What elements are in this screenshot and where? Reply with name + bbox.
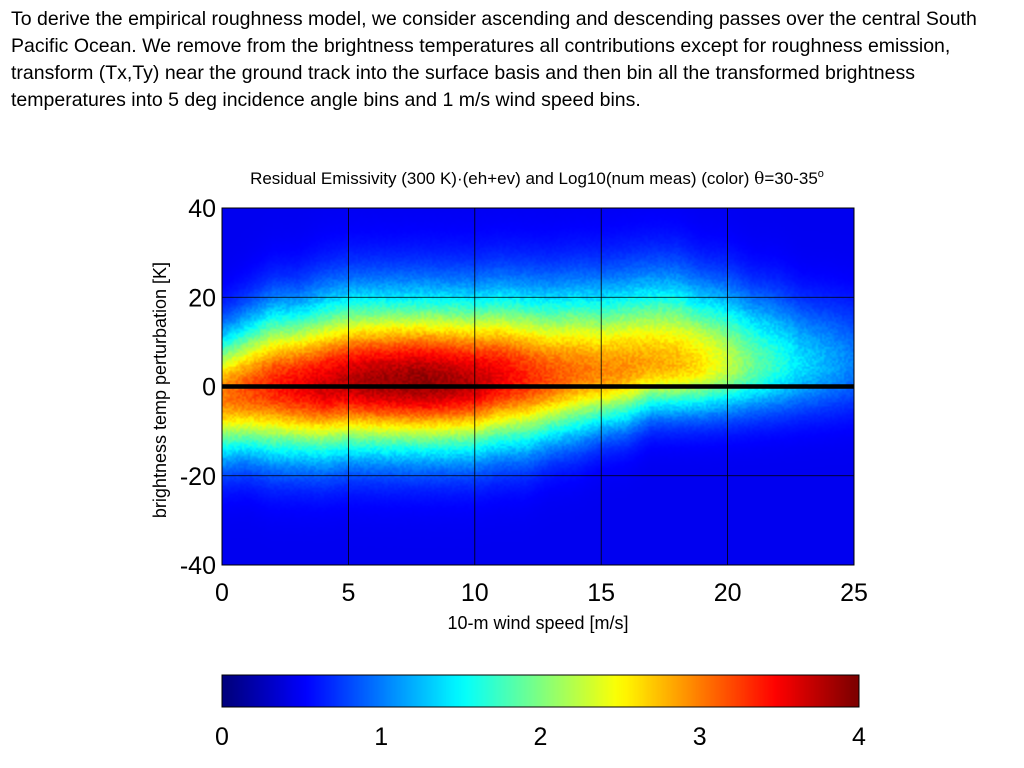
x-axis-label: 10-m wind speed [m/s] bbox=[447, 613, 628, 633]
y-tick-label: 20 bbox=[188, 284, 216, 312]
chart-title: Residual Emissivity (300 K)·(eh+ev) and … bbox=[250, 168, 824, 189]
y-tick-labels: 40 20 0 -20 -40 bbox=[180, 195, 216, 580]
colorbar-tick-label: 3 bbox=[693, 723, 707, 751]
x-tick-label: 25 bbox=[840, 579, 868, 607]
description-paragraph: To derive the empirical roughness model,… bbox=[11, 8, 977, 111]
x-tick-label: 5 bbox=[341, 579, 355, 607]
y-tick-label: 0 bbox=[202, 374, 216, 402]
colorbar-tick-label: 4 bbox=[852, 723, 866, 751]
colorbar-frame bbox=[221, 674, 860, 708]
y-tick-label: -20 bbox=[180, 463, 216, 491]
y-tick-label: 40 bbox=[188, 195, 216, 223]
y-tick-label: -40 bbox=[180, 552, 216, 580]
x-tick-label: 10 bbox=[461, 579, 489, 607]
colorbar-tick-labels: 0 1 2 3 4 bbox=[215, 723, 866, 751]
x-tick-labels: 0 5 10 15 20 25 bbox=[215, 579, 868, 607]
colorbar-tick-label: 2 bbox=[534, 723, 548, 751]
colorbar-tick-label: 1 bbox=[374, 723, 388, 751]
x-tick-label: 0 bbox=[215, 579, 229, 607]
x-tick-label: 15 bbox=[587, 579, 615, 607]
colorbar-tick-label: 0 bbox=[215, 723, 229, 751]
y-axis-label: brightness temp perturbation [K] bbox=[150, 262, 170, 518]
x-tick-label: 20 bbox=[714, 579, 742, 607]
plot-frame bbox=[221, 207, 855, 566]
colorbar bbox=[222, 675, 859, 707]
